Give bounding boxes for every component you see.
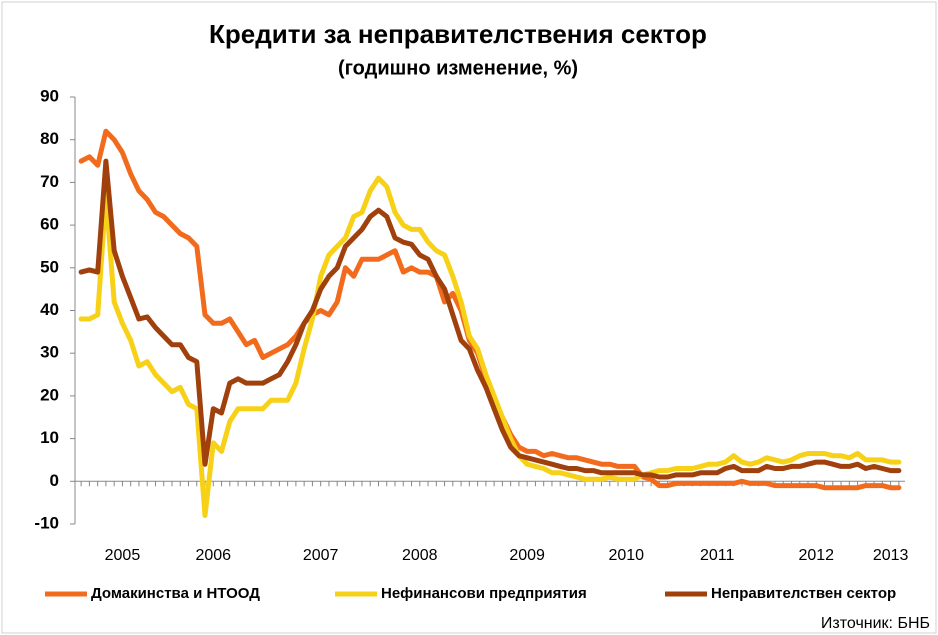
y-tick-label: 90 [40,86,59,105]
y-tick-label: 60 [40,215,59,234]
x-tick-label: 2010 [608,547,644,564]
y-tick-label: 80 [40,129,59,148]
series-line [78,158,902,480]
source-note: Източник: БНБ [821,615,930,632]
legend-label: Неправителствен сектор [711,585,896,602]
legend-label: Нефинансови предприятия [381,585,587,602]
y-tick-label: 10 [40,428,59,447]
series-line [78,175,902,518]
y-tick-label: 40 [40,300,59,319]
x-tick-label: 2011 [700,547,735,564]
x-tick-label: 2006 [195,547,231,564]
chart-subtitle: (годишно изменение, %) [338,57,578,79]
x-tick-label: 2005 [105,547,141,564]
chart-title: Кредити за неправителствения сектор [209,19,707,49]
x-tick-label: 2013 [873,547,909,564]
y-tick-label: 50 [40,257,59,276]
y-tick-label: 0 [50,471,59,490]
y-tick-label: 30 [40,343,59,362]
legend-label: Домакинства и НТООД [91,585,260,602]
y-tick-label: 20 [40,385,59,404]
x-tick-label: 2008 [402,547,438,564]
y-tick-label: -10 [34,513,59,532]
x-tick-label: 2009 [509,547,545,564]
x-tick-label: 2007 [303,547,339,564]
y-tick-label: 70 [40,172,59,191]
x-tick-label: 2012 [798,547,834,564]
